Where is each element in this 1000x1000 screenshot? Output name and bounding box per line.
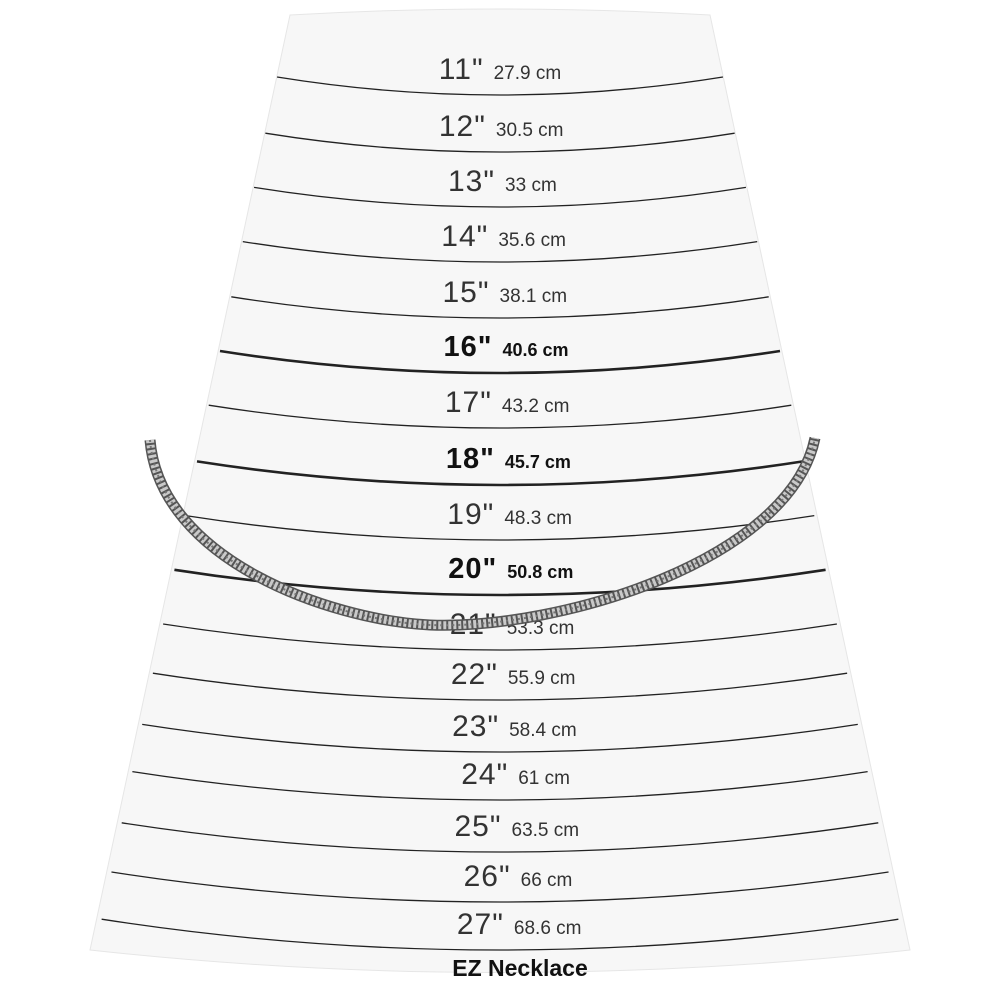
size-cm: 38.1 cm [499,286,568,307]
size-label: 27" 68.6 cm [457,908,582,942]
size-inches: 23" [452,710,500,743]
size-cm: 48.3 cm [504,508,572,529]
chain-strand-1 [146,437,819,630]
size-line-5 [219,349,781,375]
size-label: 24" 61 cm [461,758,570,792]
size-inches: 20" [448,553,498,585]
size-line-13 [132,770,868,801]
size-cm: 40.6 cm [502,340,569,360]
size-label: 18" 45.7 cm [446,443,571,476]
size-cm: 30.5 cm [495,120,564,141]
size-cm: 61 cm [518,768,570,789]
size-inches: 13" [448,165,496,198]
size-cm: 27.9 cm [493,63,562,84]
size-label: 17" 43.2 cm [445,386,570,420]
size-line-16 [101,918,899,951]
size-label: 12" 30.5 cm [439,110,564,144]
size-label: 25" 63.5 cm [454,810,579,844]
size-inches: 27" [456,908,504,941]
size-inches: 14" [441,220,489,253]
size-cm: 35.6 cm [498,230,566,251]
size-inches: 12" [438,110,486,143]
size-inches: 15" [442,276,490,309]
size-line-8 [185,514,815,541]
size-line-15 [111,871,889,903]
size-line-2 [253,186,747,208]
size-cm: 68.6 cm [513,918,582,939]
size-label: 11" 27.9 cm [439,53,561,87]
size-cm: 58.4 cm [509,720,577,741]
size-inches: 22" [450,658,498,691]
size-cm: 66 cm [520,870,573,891]
size-cm: 63.5 cm [511,820,580,841]
size-label: 20" 50.8 cm [448,553,573,586]
size-label: 22" 55.9 cm [451,658,576,692]
cone-body [89,8,911,973]
size-line-12 [142,723,858,753]
size-inches: 24" [461,758,509,791]
size-inches: 17" [444,386,492,419]
size-cm: 55.9 cm [507,668,576,689]
size-cm: 43.2 cm [501,396,570,417]
size-line-1 [265,132,735,153]
size-label: 26" 66 cm [464,860,573,894]
size-inches: 26" [463,860,511,893]
size-cm: 45.7 cm [504,452,571,472]
size-inches: 25" [454,810,502,843]
size-line-11 [152,672,848,701]
size-line-3 [242,240,758,263]
size-line-10 [163,623,837,651]
size-line-4 [231,296,769,319]
size-line-14 [121,822,879,853]
brand-label: EZ Necklace [452,955,588,981]
size-inches: 19" [447,498,495,531]
size-line-0 [276,76,724,96]
size-label: 23" 58.4 cm [452,710,577,744]
size-inches: 11" [438,53,484,86]
size-label: 16" 40.6 cm [443,331,568,364]
size-cm: 33 cm [505,175,557,196]
chain-strand-0 [144,436,821,631]
size-line-7 [196,460,804,487]
size-label: 19" 48.3 cm [447,498,572,532]
chain-strand-2 [149,437,816,627]
size-line-6 [208,404,792,429]
size-cm: 50.8 cm [507,562,574,582]
size-label: 15" 38.1 cm [442,276,567,310]
size-label: 14" 35.6 cm [441,220,566,254]
size-label: 13" 33 cm [448,165,557,199]
size-inches: 16" [443,331,493,363]
size-inches: 18" [445,443,495,475]
